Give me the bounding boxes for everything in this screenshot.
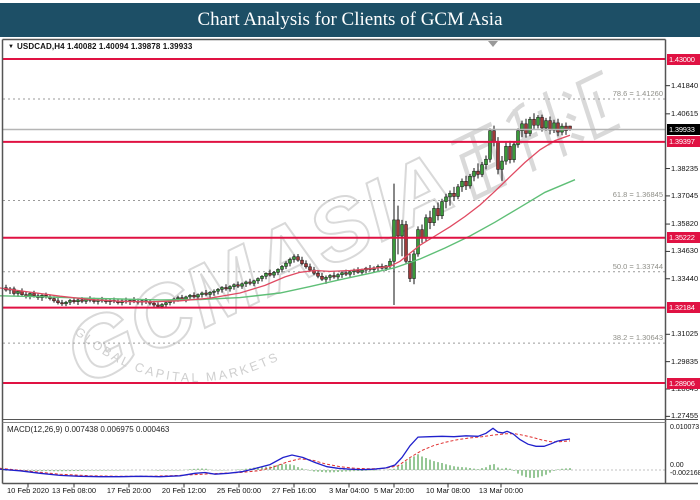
- symbol-dropdown-icon[interactable]: ▼: [8, 44, 15, 50]
- time-axis-label: 5 Mar 20:00: [373, 486, 415, 495]
- price-axis-label: 1.37045: [671, 190, 699, 200]
- price-axis-label: 1.40615: [671, 108, 699, 118]
- price-axis-label: 1.31025: [671, 329, 699, 339]
- time-axis-label: 25 Feb 00:00: [216, 486, 262, 495]
- price-axis-label: 1.34630: [671, 246, 699, 256]
- price-axis-label: 1.27455: [671, 411, 699, 421]
- fib-level-label: 61.8 = 1.36845: [612, 190, 663, 200]
- title-bar: Chart Analysis for Clients of GCM Asia: [0, 3, 700, 37]
- price-level-badge: 1.43000: [667, 53, 700, 65]
- fib-level-label: 50.0 = 1.33744: [612, 261, 663, 271]
- fib-level-label: 78.6 = 1.41260: [612, 89, 663, 98]
- symbol-ohlc-text: USDCAD,H4 1.40082 1.40094 1.39878 1.3993…: [17, 42, 193, 51]
- time-axis-label: 20 Feb 12:00: [161, 486, 207, 495]
- macd-scale-current: -0.002168: [670, 470, 700, 477]
- price-axis-label: 1.28645: [671, 384, 699, 393]
- time-axis-label: 13 Mar 00:00: [478, 486, 524, 495]
- time-axis-label: 3 Mar 04:00: [328, 486, 370, 495]
- time-axis-label: 17 Feb 20:00: [106, 486, 152, 495]
- main-plot-area[interactable]: [3, 40, 665, 419]
- price-axis-label: 1.29835: [671, 356, 699, 366]
- price-level-badge: 1.39933: [667, 124, 700, 135]
- price-axis-label: 1.38235: [671, 163, 699, 173]
- price-level-badge: 1.39397: [667, 136, 700, 148]
- page-title: Chart Analysis for Clients of GCM Asia: [197, 9, 503, 30]
- time-axis-label: 13 Feb 08:00: [51, 486, 97, 495]
- price-level-badge: 1.32184: [667, 302, 700, 314]
- macd-scale-zero: 0.00: [670, 462, 684, 469]
- macd-scale-top: 0.010073: [670, 424, 700, 431]
- time-axis-label: 10 Mar 08:00: [425, 486, 471, 495]
- time-axis-label: 10 Feb 2020: [6, 486, 50, 495]
- fib-level-label: 38.2 = 1.30643: [612, 333, 663, 343]
- macd-indicator-label: MACD(12,26,9) 0.007438 0.006975 0.000463: [7, 425, 170, 434]
- price-axis-label: 1.33440: [671, 273, 699, 283]
- price-axis-label: 1.35820: [671, 219, 699, 229]
- price-level-badge: 1.28906: [667, 377, 700, 389]
- time-axis-label: 27 Feb 16:00: [271, 486, 317, 495]
- symbol-header[interactable]: ▼ USDCAD,H4 1.40082 1.40094 1.39878 1.399…: [8, 42, 192, 51]
- price-level-badge: 1.35222: [667, 232, 700, 244]
- price-axis-label: 1.41840: [671, 80, 699, 90]
